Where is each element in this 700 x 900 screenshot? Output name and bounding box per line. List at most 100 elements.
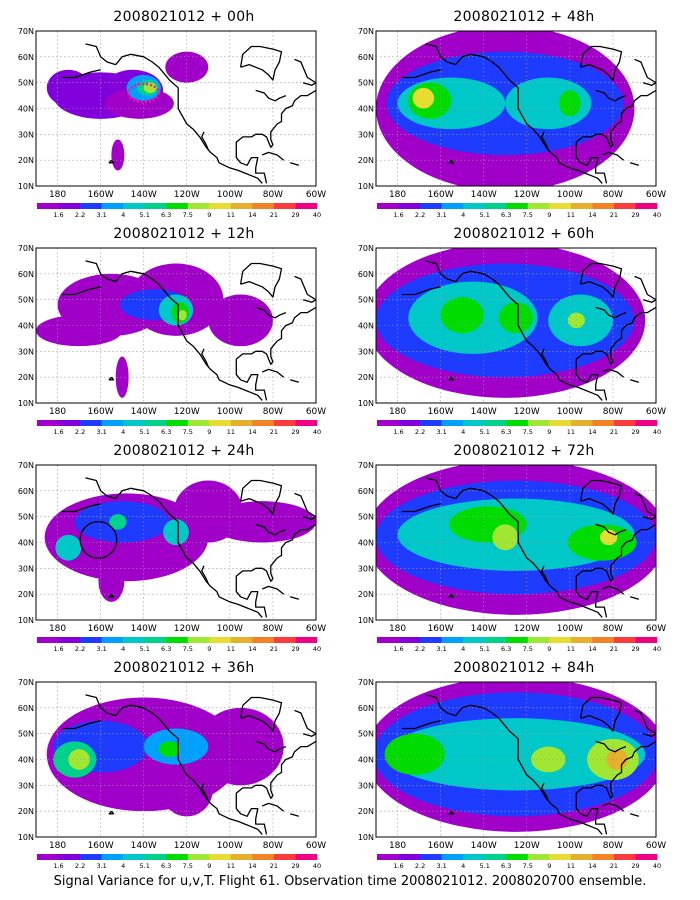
panel-title: 2008021012 + 00h — [113, 9, 255, 25]
lat-label: 10N — [358, 399, 374, 408]
colorbar-swatch — [252, 420, 275, 426]
colorbar-label: 7.5 — [523, 645, 533, 653]
lat-label: 30N — [18, 130, 34, 139]
colorbar-label: 5.1 — [480, 645, 490, 653]
lon-label: 100W — [557, 624, 583, 634]
colorbar-swatch — [230, 203, 253, 209]
colorbar-label: 21 — [270, 211, 278, 219]
map-plot: 70N 60N 50N 40N 30N 20N 10N 180 160W 140W 120W 100W… — [358, 27, 666, 219]
variance-contour — [55, 534, 82, 561]
colorbar-swatch — [37, 637, 59, 643]
lon-label: 60W — [646, 190, 666, 200]
colorbar-label: 2.2 — [75, 645, 85, 653]
colorbar-label: 9 — [207, 862, 211, 870]
lat-label: 70N — [18, 244, 34, 253]
colorbar-label: 14 — [588, 645, 596, 653]
colorbar-swatch — [80, 854, 102, 860]
colorbar-label: 1.6 — [53, 428, 63, 436]
lon-label: 60W — [646, 407, 666, 417]
colorbar-swatch — [549, 854, 572, 860]
colorbar-label: 40 — [653, 645, 661, 653]
colorbar-label: 6.3 — [501, 428, 511, 436]
coastline — [255, 89, 287, 102]
plot-frame — [35, 30, 317, 187]
coastlines — [61, 477, 316, 618]
colorbar-swatch — [80, 420, 102, 426]
lat-label: 30N — [18, 347, 34, 356]
variance-contour — [208, 501, 316, 543]
colorbar-swatch — [123, 637, 145, 643]
lon-label: 160W — [88, 190, 114, 200]
coastline — [634, 275, 656, 303]
map-panel-84h: 2008021012 + 84h 70N 60N 50N 40N 30N 20N 10N 18… — [354, 657, 694, 872]
lat-label: 60N — [358, 270, 374, 279]
colorbar-swatch — [295, 420, 318, 426]
panel-title: 2008021012 + 12h — [113, 226, 255, 242]
colorbar-swatch — [463, 420, 485, 426]
lon-label: 180 — [389, 190, 406, 200]
colorbar-label: 5.1 — [140, 428, 150, 436]
colorbar-label: 7.5 — [523, 862, 533, 870]
colorbar-swatch — [484, 637, 507, 643]
variance-contour — [567, 312, 585, 329]
lon-label: 140W — [131, 407, 157, 417]
coastline — [61, 286, 101, 296]
colorbar-label: 11 — [567, 211, 575, 219]
colorbar-swatch — [398, 203, 421, 209]
colorbar-swatch — [592, 420, 615, 426]
colorbar-swatch — [484, 854, 507, 860]
coastline — [401, 503, 441, 513]
coastlines — [61, 43, 316, 184]
colorbar-swatch — [123, 203, 145, 209]
colorbar-swatch — [463, 854, 485, 860]
panel-title: 2008021012 + 48h — [453, 9, 595, 25]
coastline — [239, 696, 283, 732]
colorbar-label: 9 — [207, 428, 211, 436]
coastline — [294, 275, 316, 303]
coastline — [85, 477, 263, 618]
coastline — [294, 58, 316, 86]
coastline — [630, 813, 639, 817]
lat-label: 20N — [358, 807, 374, 816]
colorbar-label: 6.3 — [161, 645, 171, 653]
colorbar-swatch — [166, 420, 189, 426]
coastline — [448, 376, 455, 381]
lat-label: 50N — [18, 730, 34, 739]
colorbar-swatch — [123, 854, 145, 860]
variance-contour — [163, 519, 189, 546]
colorbar-label: 14 — [248, 211, 256, 219]
gridlines — [376, 248, 656, 403]
colorbar-swatch — [101, 420, 124, 426]
lon-label: 120W — [174, 407, 200, 417]
colorbar-swatch — [37, 420, 59, 426]
colorbar-swatch — [295, 637, 318, 643]
colorbar-label: 2.2 — [75, 862, 85, 870]
lat-label: 30N — [358, 347, 374, 356]
coastlines — [61, 694, 316, 835]
lat-label: 40N — [18, 539, 34, 548]
coastline — [601, 802, 625, 812]
lat-label: 10N — [18, 182, 34, 191]
colorbar-swatch — [187, 854, 210, 860]
lat-label: 60N — [18, 487, 34, 496]
colorbar-swatch — [527, 637, 550, 643]
colorbar-swatch — [144, 854, 167, 860]
map-plot: 70N 60N 50N 40N 30N 20N 10N 180 160W 140W 120W 100W… — [18, 27, 326, 219]
lon-label: 80W — [603, 841, 623, 851]
colorbar-swatch — [166, 854, 189, 860]
lon-label: 140W — [131, 624, 157, 634]
colorbar-label: 29 — [291, 645, 299, 653]
coastline — [290, 596, 299, 600]
lat-label: 70N — [358, 27, 374, 36]
colorbar-label: 2.2 — [415, 428, 425, 436]
lon-label: 160W — [88, 841, 114, 851]
coastline — [425, 694, 603, 835]
colorbar-label: 9 — [547, 862, 551, 870]
colorbar-label: 5.1 — [140, 211, 150, 219]
colorbar-swatch — [101, 854, 124, 860]
lon-label: 160W — [428, 407, 454, 417]
lon-label: 120W — [174, 190, 200, 200]
coastline — [579, 479, 623, 515]
lat-label: 20N — [18, 807, 34, 816]
colorbar-swatch — [377, 854, 399, 860]
